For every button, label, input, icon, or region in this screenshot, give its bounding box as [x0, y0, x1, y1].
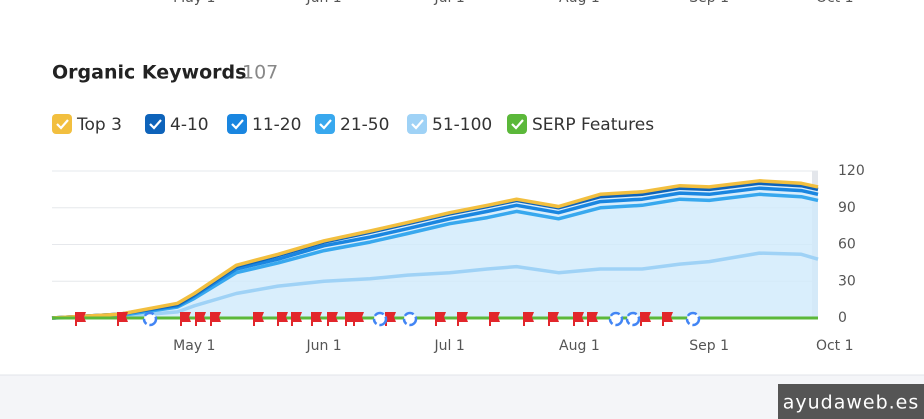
event-flag[interactable] — [548, 312, 559, 326]
event-flag[interactable] — [457, 312, 468, 326]
legend-checkbox[interactable] — [315, 114, 335, 134]
event-flag[interactable] — [353, 312, 364, 326]
legend-label[interactable]: 21-50 — [340, 115, 389, 135]
top-axis-label: May 1 — [173, 0, 215, 6]
top-axis-label: Oct 1 — [816, 0, 854, 6]
legend-checkbox[interactable] — [407, 114, 427, 134]
google-update[interactable] — [685, 311, 701, 327]
top-axis-label: Jul 1 — [434, 0, 465, 6]
top-axis-label: Jun 1 — [305, 0, 341, 6]
legend-label[interactable]: 51-100 — [432, 115, 492, 135]
event-flag[interactable] — [180, 312, 191, 326]
x-tick-label: Sep 1 — [689, 338, 729, 354]
series-line — [51, 251, 819, 320]
y-tick-label: 60 — [838, 237, 856, 253]
legend-checkbox[interactable] — [52, 114, 72, 134]
x-tick-label: Oct 1 — [816, 338, 854, 354]
legend-check — [149, 119, 162, 130]
x-tick-label: Aug 1 — [559, 338, 600, 354]
series-line — [51, 179, 819, 320]
event-flag[interactable] — [587, 312, 598, 326]
legend-check — [231, 119, 244, 130]
area-band — [52, 194, 818, 318]
google-update[interactable] — [608, 311, 624, 327]
event-flag[interactable] — [75, 312, 86, 326]
google-update[interactable] — [625, 311, 641, 327]
event-flag[interactable] — [117, 312, 128, 326]
top-axis-label: Sep 1 — [689, 0, 729, 6]
google-update[interactable] — [142, 311, 158, 327]
event-flag[interactable] — [311, 312, 322, 326]
event-flag[interactable] — [210, 312, 221, 326]
top-axis-label: Aug 1 — [559, 0, 600, 6]
event-flag[interactable] — [195, 312, 206, 326]
x-tick-label: Jun 1 — [305, 338, 341, 354]
google-update[interactable] — [372, 311, 388, 327]
x-tick-label: Jul 1 — [434, 338, 465, 354]
footer-band — [0, 375, 924, 419]
y-tick-label: 0 — [838, 310, 847, 326]
y-tick-label: 30 — [838, 273, 856, 289]
event-flag[interactable] — [573, 312, 584, 326]
legend-checkbox[interactable] — [145, 114, 165, 134]
event-flag[interactable] — [489, 312, 500, 326]
series-line — [51, 192, 819, 320]
legend-label[interactable]: 11-20 — [252, 115, 301, 135]
event-flag[interactable] — [662, 312, 673, 326]
legend-label[interactable]: SERP Features — [532, 115, 654, 135]
google-update[interactable] — [402, 311, 418, 327]
legend-check — [511, 119, 524, 130]
legend-checkbox[interactable] — [507, 114, 527, 134]
event-flag[interactable] — [253, 312, 264, 326]
event-flag[interactable] — [385, 312, 396, 326]
chart-title: Organic Keywords — [52, 62, 246, 84]
watermark-box — [778, 384, 924, 419]
legend-check — [56, 119, 69, 130]
legend-check — [319, 119, 332, 130]
legend-check — [411, 119, 424, 130]
x-tick-label: May 1 — [173, 338, 215, 354]
event-flag[interactable] — [523, 312, 534, 326]
event-flag[interactable] — [291, 312, 302, 326]
event-flag[interactable] — [640, 312, 651, 326]
legend-checkbox[interactable] — [227, 114, 247, 134]
keyword-count: 107 — [242, 62, 278, 84]
legend-label[interactable]: 4-10 — [170, 115, 209, 135]
event-flag[interactable] — [277, 312, 288, 326]
event-flag[interactable] — [435, 312, 446, 326]
event-flag[interactable] — [327, 312, 338, 326]
watermark: ayudaweb.es — [783, 392, 920, 414]
y-tick-label: 120 — [838, 163, 865, 179]
y-tick-label: 90 — [838, 200, 856, 216]
legend-label[interactable]: Top 3 — [76, 115, 122, 135]
